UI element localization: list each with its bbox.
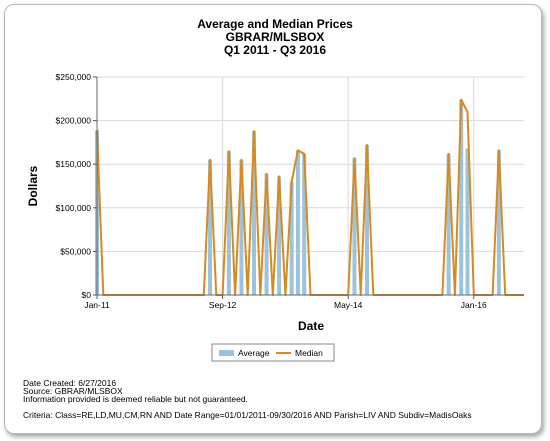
y-tick-label: $250,000 (56, 72, 92, 82)
note-criteria: Criteria: Class=RE,LD,MU,CM,RN AND Date … (23, 410, 472, 420)
average-bar (365, 145, 370, 295)
x-tick-label: May-14 (334, 300, 363, 310)
axes (93, 76, 524, 299)
average-bar (446, 153, 451, 295)
x-tick-label: Sep-12 (209, 300, 237, 310)
legend-swatch-average (219, 350, 234, 356)
legend-label-median: Median (295, 348, 323, 358)
legend-label-average: Average (238, 348, 270, 358)
x-tick-labels: Jan-11 Sep-12 May-14 Jan-16 (84, 300, 487, 310)
y-tick-label: $100,000 (56, 203, 92, 213)
x-tick-label: Jan-11 (84, 300, 110, 310)
y-tick-label: $200,000 (56, 116, 92, 126)
average-bar (352, 158, 357, 295)
average-bar (226, 151, 231, 295)
legend: Average Median (211, 343, 335, 362)
average-bar (264, 173, 269, 295)
note-disclaimer: Information provided is deemed reliable … (23, 394, 248, 404)
y-axis-label: Dollars (26, 165, 40, 206)
note-source: Source: GBRAR/MLSBOX (23, 386, 123, 396)
average-bar (251, 131, 256, 295)
average-bar (277, 176, 282, 295)
average-bars (95, 99, 501, 295)
y-tick-label: $50,000 (60, 246, 91, 256)
legend-box (211, 343, 335, 362)
average-bar (208, 159, 213, 295)
chart-subtitle-period: Q1 2011 - Q3 2016 (223, 43, 327, 57)
x-axis-label: Date (298, 319, 324, 333)
average-bar (465, 148, 470, 295)
average-bar (302, 153, 307, 295)
note-date-created: Date Created: 6/27/2016 (23, 378, 117, 388)
average-bar (289, 181, 294, 295)
y-tick-label: $150,000 (56, 159, 92, 169)
average-bar (496, 150, 501, 295)
average-bar (239, 159, 244, 295)
y-tick-labels: $0 $50,000 $100,000 $150,000 $200,000 $250,00… (56, 72, 92, 300)
average-bar (295, 150, 300, 295)
average-bar (459, 99, 464, 295)
y-tick-label: $0 (82, 290, 92, 300)
chart-title: Average and Median Prices (197, 17, 353, 31)
x-tick-label: Jan-16 (461, 300, 487, 310)
chart-subtitle-source: GBRAR/MLSBOX (225, 30, 325, 44)
